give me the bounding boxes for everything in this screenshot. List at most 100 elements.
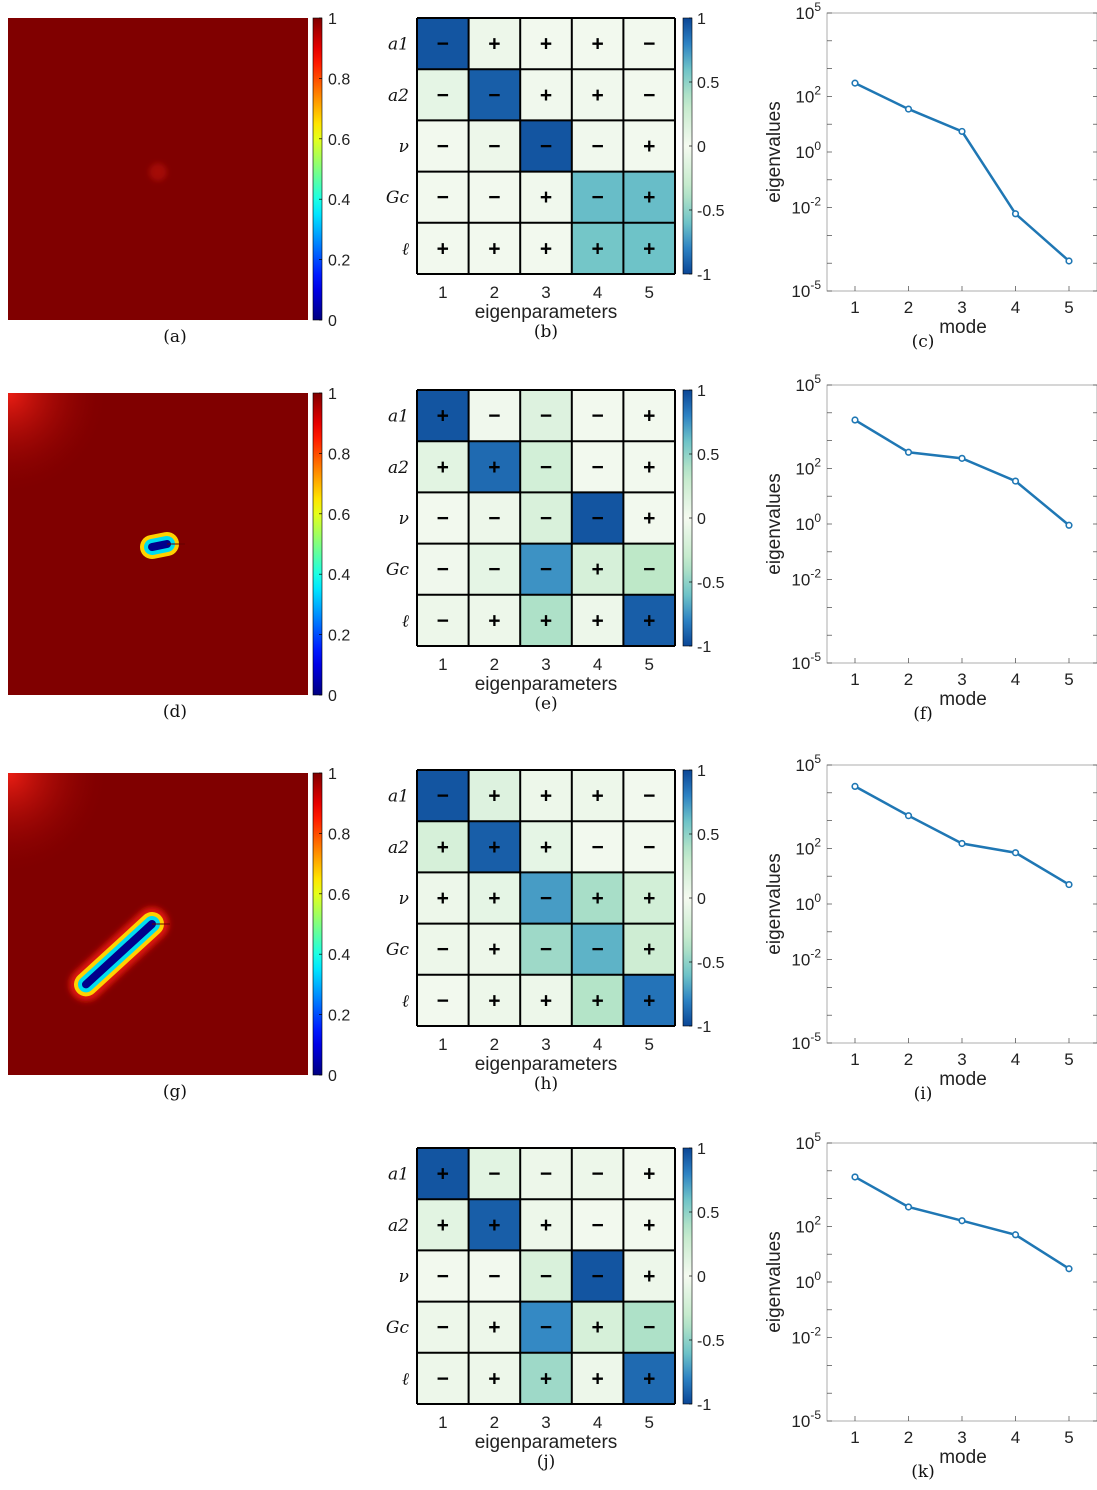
panel-label: (b) [534,322,558,342]
matrix-cell [623,171,675,223]
y-tick-label: Gc [386,940,410,960]
cell-sign: + [591,887,603,910]
cell-sign: + [488,1367,500,1390]
cell-sign: − [437,609,449,632]
cell-sign: − [591,836,603,859]
matrix-cell [468,1352,521,1404]
x-tick-label: 1 [438,283,447,302]
matrix-cell [468,821,521,873]
x-tick-label: 3 [541,283,550,302]
x-tick-label: 2 [490,283,499,302]
x-tick-label: 3 [957,298,966,317]
matrix-cell [520,120,572,172]
x-tick-label: 5 [1064,1050,1073,1069]
cell-sign: + [540,609,552,632]
colorbar-tick-label: 0.4 [328,947,350,964]
damage-spot [149,163,167,182]
matrix-cell [468,594,521,646]
cell-sign: + [488,33,500,56]
cell-sign: + [591,558,603,581]
y-tick-label: 102 [795,1213,821,1236]
matrix-cell [571,222,624,274]
y-tick-label: a2 [388,838,409,858]
x-tick-label: 4 [593,1413,602,1432]
cell-sign: + [591,609,603,632]
y-tick-label: a2 [388,86,409,106]
sensitivity-matrix-panel: − + + + − − − + + − − − − − + − − + − + + + + + + a1 a2 ν Gc ℓ 1 2 3 4 5 ei… [386,11,725,342]
x-tick-label: 2 [904,1050,913,1069]
cell-sign: + [591,33,603,56]
matrix-cell [571,872,624,924]
cell-sign: − [437,1265,449,1288]
cell-sign: − [591,456,603,479]
matrix-cell [417,974,469,1026]
colorbar-tick-label: 0.4 [328,192,350,209]
x-tick-label: 4 [593,283,602,302]
x-tick-label: 1 [438,655,447,674]
sensitivity-matrix-panel: − + + + − + + + − − + + − + + − + − − + − + + + + a1 a2 ν Gc ℓ 1 2 3 4 5 ei… [386,763,725,1094]
colorbar-tick-label: 0.8 [328,71,350,88]
x-tick-label: 4 [1011,298,1020,317]
x-tick-label: 1 [850,1050,859,1069]
cell-sign: − [540,558,552,581]
matrix-cell [417,390,469,442]
colorbar-tick-label: 1 [697,383,706,400]
crack-core [82,920,156,989]
cell-sign: + [643,405,655,428]
x-tick-label: 3 [957,670,966,689]
y-tick-label: a2 [388,458,409,478]
x-tick-label: 3 [541,1413,550,1432]
sensitivity-matrix-panel: + − − − + + + − − + − − − − + − − − + − − + + + + a1 a2 ν Gc ℓ 1 2 3 4 5 ei… [386,383,725,714]
matrix-cell [417,1301,469,1353]
x-tick-label: 1 [850,1428,859,1447]
matrix-cell [520,1199,572,1251]
matrix-cell [520,872,572,924]
y-tick-label: 100 [795,511,821,534]
cell-sign: + [488,1214,500,1237]
matrix-cell [520,492,572,544]
cell-sign: + [437,887,449,910]
matrix-cell [623,492,675,544]
matrix-cell [520,390,572,442]
matrix-cell [468,543,521,595]
colorbar-tick-label: 0 [328,1068,337,1085]
y-tick-label: 102 [795,83,821,106]
matrix-cell [417,872,469,924]
matrix-cell [468,222,521,274]
y-tick-label: 105 [795,0,821,23]
y-tick-label: ℓ [402,611,409,631]
colorbar-tick-label: 0.2 [328,253,350,270]
colorbar-tick-label: 1 [328,386,337,403]
eigenvalue-point [1011,849,1020,857]
cell-sign: + [488,1316,500,1339]
x-axis-label: mode [939,1447,987,1468]
cell-sign: − [591,135,603,158]
matrix-cell [417,222,469,274]
matrix-cell [468,770,521,822]
eigenvalue-point [958,127,966,136]
cell-sign: + [488,456,500,479]
matrix-cell [520,441,572,493]
matrix-cell [520,543,572,595]
matrix-cell [623,1301,675,1353]
colorbar-tick-label: 0.2 [328,628,350,645]
x-tick-label: 2 [904,1428,913,1447]
y-tick-label: ν [399,889,409,909]
x-tick-label: 3 [957,1050,966,1069]
x-tick-label: 3 [541,1035,550,1054]
y-tick-label: a1 [388,35,409,55]
cell-sign: − [643,558,655,581]
matrix-cell [417,594,469,646]
cell-sign: + [540,1214,552,1237]
cell-sign: + [591,1316,603,1339]
matrix-cell [468,872,521,924]
colorbar-tick-label: 0 [328,313,337,330]
matrix-cell [623,974,675,1026]
cell-sign: + [488,989,500,1012]
colorbar-tick-label: 0.5 [697,447,719,464]
cell-sign: − [540,1163,552,1186]
cell-sign: − [540,405,552,428]
cell-sign: − [488,558,500,581]
cell-sign: + [540,989,552,1012]
cell-sign: − [591,186,603,209]
